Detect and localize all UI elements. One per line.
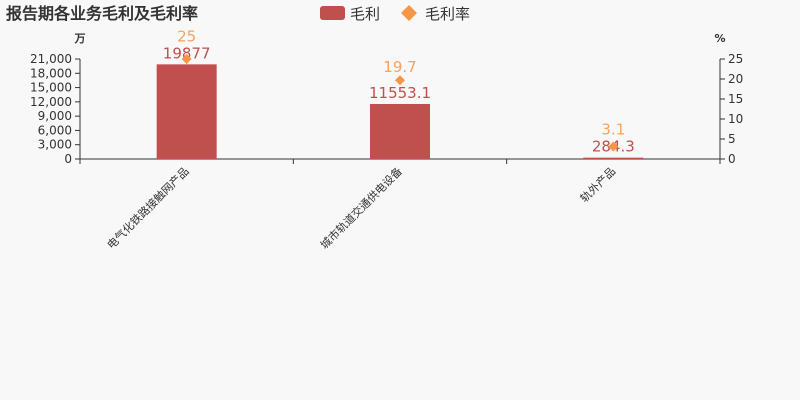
- right-tick-label: 15: [728, 92, 743, 106]
- chart-title: 报告期各业务毛利及毛利率: [6, 4, 198, 23]
- right-tick-label: 0: [728, 152, 736, 166]
- bar[interactable]: [156, 64, 217, 159]
- left-tick-label: 0: [64, 152, 72, 166]
- legend-bar-swatch: [320, 6, 345, 20]
- left-tick-label: 6,000: [38, 123, 72, 137]
- bar-value-label: 11553.1: [369, 84, 431, 102]
- left-tick-label: 18,000: [30, 66, 72, 80]
- right-tick-label: 20: [728, 72, 743, 86]
- left-axis-label: 万: [74, 32, 86, 45]
- right-tick-label: 25: [728, 52, 743, 66]
- left-tick-label: 12,000: [30, 95, 72, 109]
- right-tick-label: 10: [728, 112, 743, 126]
- bar[interactable]: [370, 103, 430, 159]
- rate-point[interactable]: [608, 141, 619, 152]
- rate-point[interactable]: [395, 75, 405, 86]
- rate-point[interactable]: [181, 54, 192, 64]
- right-axis-label: %: [714, 32, 725, 45]
- legend-item-bar[interactable]: 毛利: [350, 5, 380, 23]
- legend-item-line[interactable]: 毛利率: [425, 5, 470, 23]
- legend[interactable]: 毛利 毛利率: [320, 5, 470, 23]
- bar[interactable]: [583, 157, 644, 159]
- x-tick-label: 城市轨道交通供电设备: [317, 164, 405, 252]
- rate-value-label: 19.7: [383, 58, 416, 76]
- bar-value-label: 19877: [163, 44, 211, 62]
- x-tick-label: 轨外产品: [577, 164, 618, 205]
- left-tick-label: 15,000: [30, 81, 72, 95]
- left-tick-label: 21,000: [30, 52, 72, 66]
- rate-value-label: 3.1: [601, 121, 625, 139]
- legend-diamond-icon: [401, 5, 417, 21]
- left-tick-label: 3,000: [38, 138, 72, 152]
- rate-value-label: 25: [177, 27, 196, 45]
- x-tick-label: 电气化铁路接触网产品: [104, 164, 192, 252]
- right-tick-label: 5: [728, 132, 736, 146]
- left-tick-label: 9,000: [38, 109, 72, 123]
